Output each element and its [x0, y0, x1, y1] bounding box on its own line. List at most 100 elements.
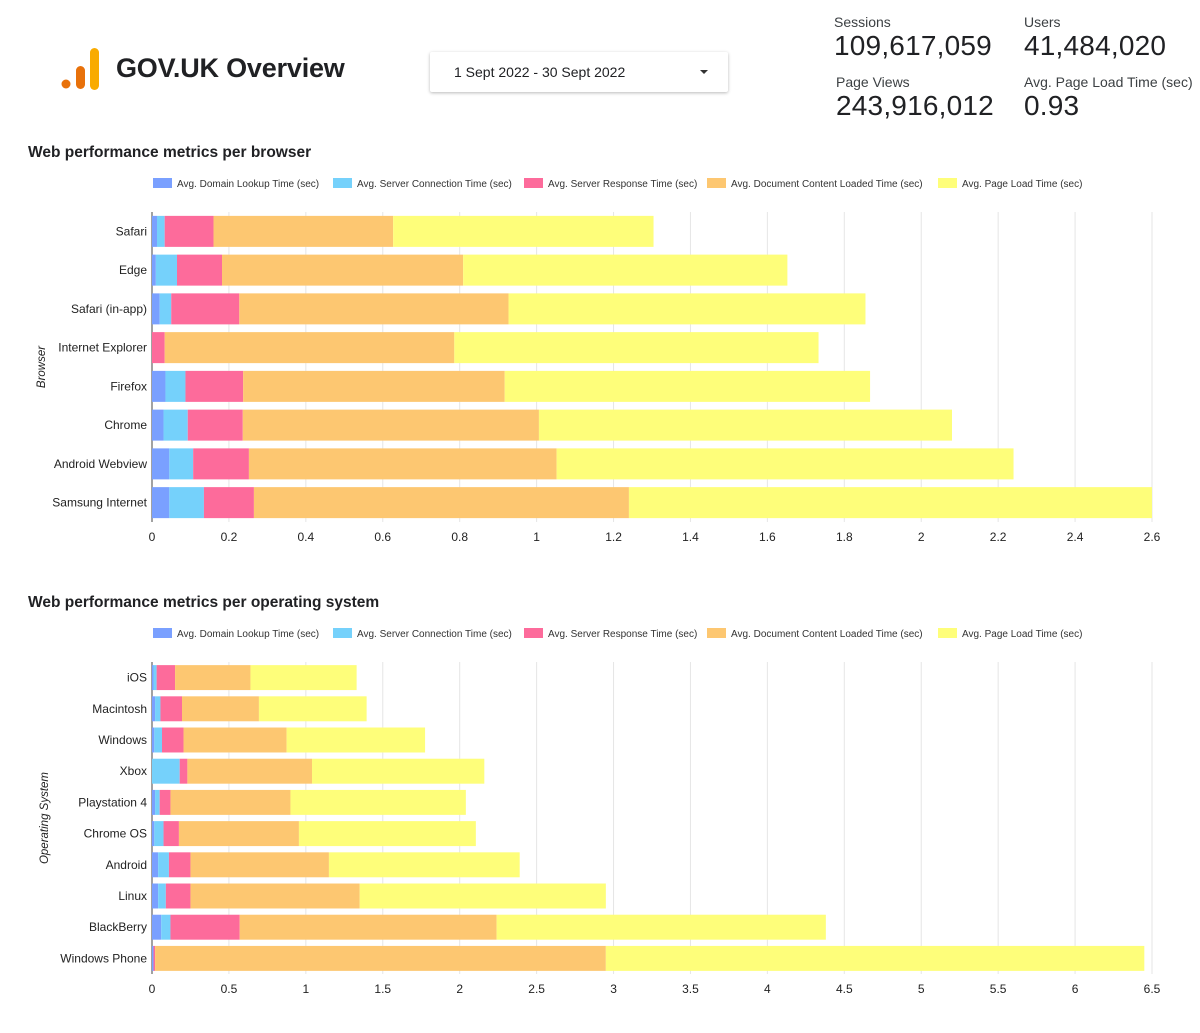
y-axis-title: Browser: [36, 345, 48, 388]
x-tick-label: 5: [918, 982, 925, 996]
bar-safari-domain_lookup: [152, 215, 157, 247]
category-label-edge: Edge: [119, 263, 147, 277]
bar-android-webview-dom_content_loaded: [248, 448, 557, 480]
legend-swatch-domain_lookup: [153, 628, 172, 638]
bar-android-webview-domain_lookup: [152, 448, 170, 480]
bar-chrome-dom_content_loaded: [242, 409, 539, 441]
bar-safari-in-app-page_load: [508, 293, 866, 325]
kpi-avg-load-time-label: Avg. Page Load Time (sec): [1024, 74, 1193, 90]
bar-windows-phone-page_load: [605, 945, 1145, 971]
analytics-logo-icon: [61, 48, 99, 90]
kpi-page-views: Page Views 243,916,012: [836, 74, 994, 122]
category-label-chrome: Chrome: [104, 418, 147, 432]
x-tick-label: 1: [533, 530, 540, 544]
category-label-ios: iOS: [127, 671, 147, 685]
bar-playstation-4-page_load: [290, 789, 466, 815]
bar-blackberry-page_load: [496, 914, 826, 940]
bar-chrome-server_connection: [163, 409, 188, 441]
bar-windows-server_response: [162, 727, 184, 753]
bar-chrome-os-page_load: [298, 821, 476, 847]
bar-safari-server_connection: [157, 215, 165, 247]
bar-windows-dom_content_loaded: [183, 727, 287, 753]
legend-label-server_connection: Avg. Server Connection Time (sec): [357, 179, 512, 190]
kpi-page-views-value: 243,916,012: [836, 90, 994, 121]
bar-linux-page_load: [359, 883, 606, 909]
report-header: GOV.UK Overview 1 Sept 2022 - 30 Sept 20…: [0, 0, 1200, 130]
x-tick-label: 4: [764, 982, 771, 996]
date-range-picker[interactable]: 1 Sept 2022 - 30 Sept 2022: [430, 52, 728, 92]
bar-ios-page_load: [250, 665, 357, 691]
legend-swatch-dom_content_loaded: [707, 628, 726, 638]
bar-windows-domain_lookup: [152, 727, 155, 753]
bar-windows-server_connection: [154, 727, 162, 753]
bar-playstation-4-domain_lookup: [152, 789, 156, 815]
dropdown-arrow-icon: [700, 70, 708, 74]
category-label-safari: Safari: [116, 224, 147, 238]
x-tick-label: 1.8: [836, 530, 853, 544]
os-chart-canvas: Avg. Domain Lookup Time (sec) Avg. Server…: [39, 628, 1161, 996]
x-tick-label: 1.6: [759, 530, 776, 544]
bar-internet-explorer-server_response: [152, 332, 165, 364]
bar-samsung-internet-server_connection: [169, 487, 204, 519]
bar-edge-server_connection: [155, 254, 177, 286]
legend-label-server_response: Avg. Server Response Time (sec): [548, 629, 697, 640]
bar-edge-dom_content_loaded: [222, 254, 464, 286]
bar-blackberry-server_response: [170, 914, 240, 940]
legend-label-dom_content_loaded: Avg. Document Content Loaded Time (sec): [731, 629, 923, 640]
category-label-samsung-internet: Samsung Internet: [52, 496, 147, 510]
kpi-avg-load-time: Avg. Page Load Time (sec) 0.93: [1024, 74, 1193, 122]
bar-internet-explorer-dom_content_loaded: [164, 332, 455, 364]
bar-linux-domain_lookup: [152, 883, 159, 909]
bar-firefox-dom_content_loaded: [243, 370, 505, 402]
bar-android-server_connection: [158, 852, 169, 878]
x-tick-label: 1.2: [605, 530, 622, 544]
legend-label-page_load: Avg. Page Load Time (sec): [962, 629, 1082, 640]
os-performance-chart: Web performance metrics per operating sy…: [0, 588, 1200, 1028]
bar-safari-in-app-server_response: [171, 293, 240, 325]
bar-firefox-page_load: [504, 370, 871, 402]
x-tick-label: 0.6: [374, 530, 391, 544]
x-tick-label: 2: [918, 530, 925, 544]
legend-label-server_connection: Avg. Server Connection Time (sec): [357, 629, 512, 640]
x-tick-label: 2.5: [528, 982, 545, 996]
bar-firefox-server_response: [185, 370, 244, 402]
bar-samsung-internet-page_load: [628, 487, 1152, 519]
bar-chrome-os-server_connection: [154, 821, 164, 847]
bar-android-server_response: [168, 852, 191, 878]
legend-swatch-page_load: [938, 628, 957, 638]
kpi-sessions-value: 109,617,059: [834, 30, 992, 61]
bar-android-page_load: [328, 852, 520, 878]
category-label-firefox: Firefox: [110, 379, 147, 393]
legend-swatch-server_response: [524, 628, 543, 638]
kpi-avg-load-time-value: 0.93: [1024, 90, 1080, 121]
x-tick-label: 0: [149, 530, 156, 544]
bar-chrome-os-dom_content_loaded: [178, 821, 299, 847]
x-tick-label: 0.5: [221, 982, 238, 996]
category-label-windows: Windows: [98, 733, 147, 747]
bar-safari-server_response: [164, 215, 214, 247]
bar-safari-in-app-server_connection: [159, 293, 172, 325]
x-tick-label: 6: [1072, 982, 1079, 996]
bar-chrome-page_load: [538, 409, 952, 441]
kpi-users: Users 41,484,020: [1024, 14, 1166, 62]
bar-xbox-server_response: [179, 758, 188, 784]
bar-ios-dom_content_loaded: [175, 665, 251, 691]
report-title: GOV.UK Overview: [116, 53, 345, 83]
x-tick-label: 0.2: [221, 530, 238, 544]
bar-safari-in-app-dom_content_loaded: [239, 293, 509, 325]
bar-linux-server_response: [165, 883, 191, 909]
bar-chrome-domain_lookup: [152, 409, 164, 441]
bar-edge-page_load: [463, 254, 788, 286]
bar-safari-dom_content_loaded: [213, 215, 394, 247]
bar-ios-server_connection: [153, 665, 157, 691]
kpi-users-label: Users: [1024, 14, 1061, 30]
category-label-windows-phone: Windows Phone: [60, 951, 147, 965]
bar-android-webview-server_response: [193, 448, 249, 480]
x-tick-label: 6.5: [1144, 982, 1161, 996]
bar-macintosh-domain_lookup: [152, 696, 156, 722]
bar-blackberry-server_connection: [161, 914, 171, 940]
legend-label-dom_content_loaded: Avg. Document Content Loaded Time (sec): [731, 179, 923, 190]
category-label-linux: Linux: [118, 889, 147, 903]
category-label-playstation-4: Playstation 4: [78, 795, 147, 809]
x-tick-label: 2: [456, 982, 463, 996]
